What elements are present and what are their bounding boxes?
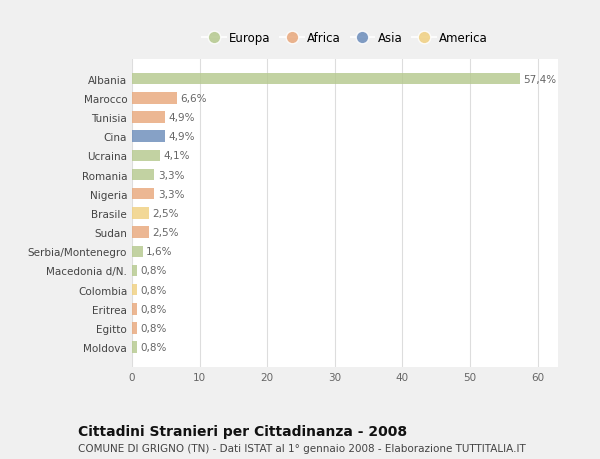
Legend: Europa, Africa, Asia, America: Europa, Africa, Asia, America xyxy=(199,28,491,49)
Text: 0,8%: 0,8% xyxy=(141,323,167,333)
Bar xyxy=(132,169,154,181)
Text: 57,4%: 57,4% xyxy=(524,74,557,84)
Bar xyxy=(132,73,520,85)
Text: 4,9%: 4,9% xyxy=(169,132,195,142)
Text: 2,5%: 2,5% xyxy=(152,208,179,218)
Text: 2,5%: 2,5% xyxy=(152,228,179,238)
Text: 3,3%: 3,3% xyxy=(158,170,184,180)
Bar xyxy=(132,112,165,123)
Bar xyxy=(132,265,137,277)
Text: 6,6%: 6,6% xyxy=(180,94,206,104)
Text: 0,8%: 0,8% xyxy=(141,266,167,276)
Text: 0,8%: 0,8% xyxy=(141,285,167,295)
Text: 0,8%: 0,8% xyxy=(141,304,167,314)
Bar xyxy=(132,207,149,219)
Bar xyxy=(132,284,137,296)
Text: Cittadini Stranieri per Cittadinanza - 2008: Cittadini Stranieri per Cittadinanza - 2… xyxy=(78,425,407,438)
Bar xyxy=(132,246,143,257)
Bar xyxy=(132,323,137,334)
Bar xyxy=(132,342,137,353)
Text: 1,6%: 1,6% xyxy=(146,247,173,257)
Text: COMUNE DI GRIGNO (TN) - Dati ISTAT al 1° gennaio 2008 - Elaborazione TUTTITALIA.: COMUNE DI GRIGNO (TN) - Dati ISTAT al 1°… xyxy=(78,443,526,453)
Bar xyxy=(132,150,160,162)
Text: 0,8%: 0,8% xyxy=(141,342,167,353)
Bar xyxy=(132,189,154,200)
Bar xyxy=(132,227,149,238)
Text: 3,3%: 3,3% xyxy=(158,189,184,199)
Bar xyxy=(132,131,165,143)
Text: 4,1%: 4,1% xyxy=(163,151,190,161)
Text: 4,9%: 4,9% xyxy=(169,113,195,123)
Bar xyxy=(132,303,137,315)
Bar xyxy=(132,93,176,104)
